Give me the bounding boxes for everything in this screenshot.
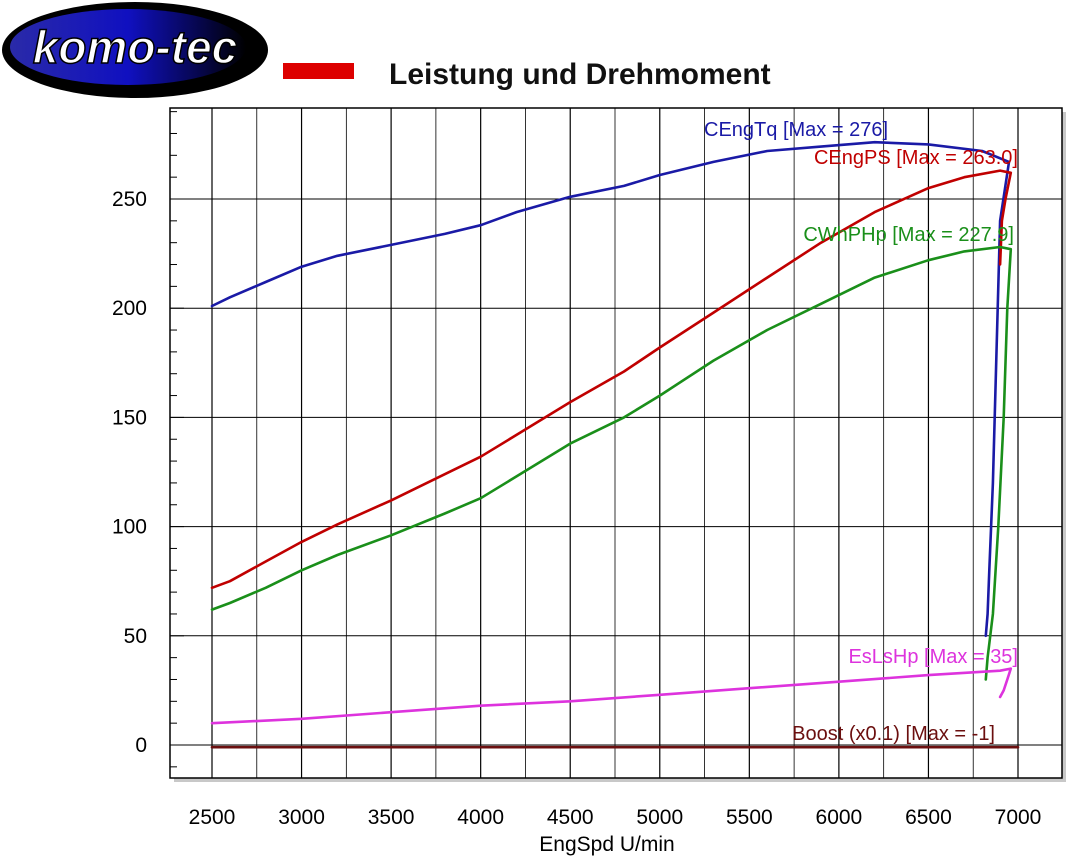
series-label-eslshp: EsLsHp [Max = 35] — [848, 646, 1018, 668]
logo-inner-ellipse — [10, 9, 246, 85]
series-label-cwhphp: CWhPHp [Max = 227.9] — [803, 224, 1014, 246]
y-tick-label: 100 — [112, 516, 147, 539]
series-line-eslshp — [210, 667, 1013, 725]
y-tick-label: 150 — [112, 406, 147, 429]
x-tick-label: 6000 — [816, 806, 863, 829]
x-tick-label: 4500 — [547, 806, 594, 829]
series-label-cengtq: CEngTq [Max = 276] — [704, 119, 888, 141]
x-tick-label: 6500 — [905, 806, 952, 829]
y-tick-label: 0 — [135, 734, 147, 757]
x-axis-title: EngSpd U/min — [539, 833, 674, 856]
x-tick-label: 5000 — [636, 806, 683, 829]
y-tick-label: 200 — [112, 297, 147, 320]
legend-swatch — [283, 63, 354, 79]
series-line-cengtq — [210, 140, 1011, 638]
y-tick-label: 50 — [124, 625, 147, 648]
chart-title: Leistung und Drehmoment — [389, 58, 771, 91]
y-tick-label: 250 — [112, 188, 147, 211]
x-tick-label: 5500 — [726, 806, 773, 829]
plot-frame — [169, 107, 1063, 779]
x-tick-label: 3500 — [368, 806, 415, 829]
logo-text: komo-tec — [33, 21, 237, 73]
x-tick-label: 2500 — [189, 806, 236, 829]
komo-tec-logo: komo-tec — [2, 2, 268, 98]
x-tick-label: 7000 — [995, 806, 1042, 829]
series-line-cwhphp — [210, 245, 1013, 681]
x-tick-label: 3000 — [278, 806, 325, 829]
x-tick-label: 4000 — [457, 806, 504, 829]
series-line-cengps — [210, 169, 1013, 590]
series-label-boost: Boost (x0.1) [Max = -1] — [792, 723, 995, 745]
series-label-cengps: CEngPS [Max = 263.0] — [814, 147, 1018, 169]
